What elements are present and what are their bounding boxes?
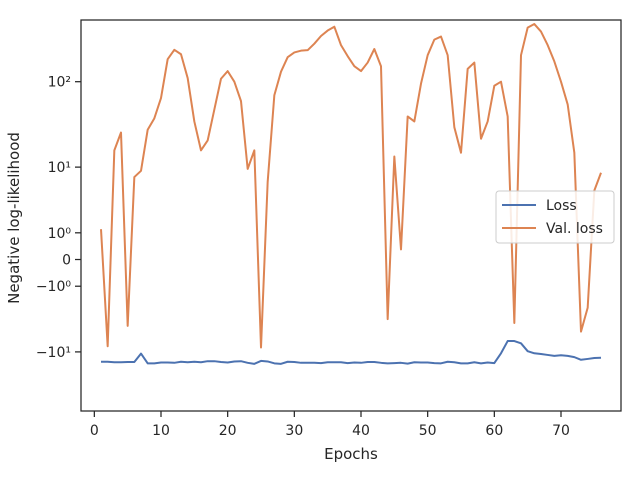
y-tick-label: 10⁰ (48, 226, 72, 242)
axes-frame (80, 19, 622, 412)
x-tick-label: 10 (152, 423, 170, 439)
y-tick-label: 0 (62, 253, 71, 269)
y-tick-label: 10² (48, 75, 71, 91)
y-tick-label: −10¹ (36, 345, 71, 361)
series-layer (100, 23, 602, 365)
x-axis-label: Epochs (324, 445, 378, 463)
x-tick-label: 0 (90, 423, 99, 439)
x-tick-label: 20 (219, 423, 237, 439)
y-tick-label: 10¹ (48, 160, 71, 176)
legend: Loss Val. loss (495, 190, 615, 244)
series-line-loss (101, 340, 602, 365)
y-axis-label: Negative log-likelihood (5, 132, 23, 304)
x-tick-label: 30 (285, 423, 303, 439)
ticks-layer: 0 10 20 30 40 50 60 70 −10¹ −10⁰ 0 10⁰ 10¹ 10² (36, 75, 570, 439)
plot-frame (80, 19, 622, 412)
x-tick-label: 50 (419, 423, 437, 439)
x-tick-label: 40 (352, 423, 370, 439)
x-tick-label: 70 (552, 423, 570, 439)
x-tick-label: 60 (485, 423, 503, 439)
series-line-val-loss (100, 23, 602, 349)
y-tick-label: −10⁰ (36, 279, 72, 295)
legend-entry-label: Loss (546, 198, 577, 214)
legend-entry-label: Val. loss (546, 221, 603, 237)
